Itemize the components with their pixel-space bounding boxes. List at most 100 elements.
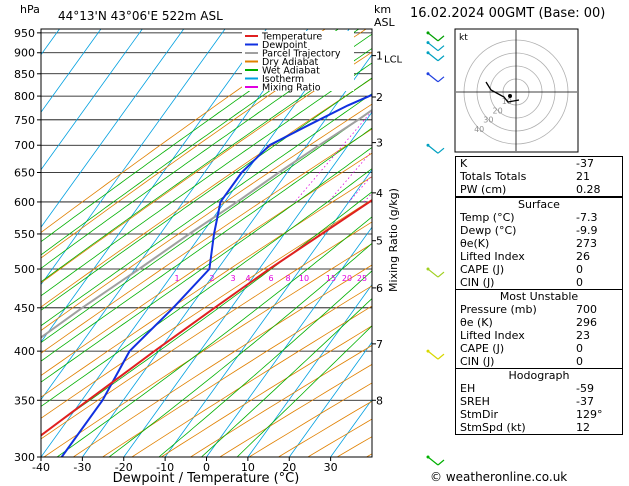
legend-entry: Parcel Trajectory [262, 49, 341, 60]
wind-barb-dot [426, 267, 430, 271]
temp-tick-label: -30 [73, 461, 91, 474]
temp-tick-label: -20 [115, 461, 133, 474]
wind-barb-flag [437, 35, 445, 42]
surface-row: CIN (J) 0 [460, 276, 583, 289]
km-tick-label: 8 [376, 394, 383, 407]
wet-adiabat [236, 325, 372, 457]
hodograph-ring-label: 30 [483, 116, 493, 125]
hodo-row: StmSpd (kt) 12 [460, 421, 590, 434]
pressure-tick-label: 900 [14, 47, 35, 60]
mu-row: θe (K) 296 [460, 316, 597, 329]
wind-barb-flag [437, 271, 445, 278]
plot-frame [40, 28, 373, 458]
legend-entry: Mixing Ratio [262, 83, 321, 94]
wind-barb-staff [427, 350, 439, 360]
wind-barb-flag [437, 147, 445, 154]
wet-adiabat [41, 93, 372, 327]
wind-barb-staff [427, 32, 439, 42]
wind-barb [426, 72, 445, 83]
hodograph-storm-motion [508, 94, 512, 98]
dry-adiabat [43, 243, 372, 457]
wet-adiabat [41, 146, 372, 383]
hodograph-trace [485, 81, 520, 103]
dry-adiabat [73, 264, 372, 457]
hodograph-kt-label: kt [459, 33, 468, 43]
most-unstable-title: Most Unstable [499, 290, 579, 303]
mixing-ratio-label: 3 [230, 274, 235, 283]
hodograph-ring-label: 10 [502, 97, 512, 106]
pressure-tick-label: 600 [14, 196, 35, 209]
isotherm [82, 54, 372, 457]
mu-row: CAPE (J) 0 [460, 342, 583, 355]
isotherm [288, 341, 372, 457]
mixing-ratio-label: 2 [209, 274, 214, 283]
mixing-ratio-axis-label: Mixing Ratio (g/kg) [387, 188, 400, 292]
wind-barb-flag [437, 55, 445, 62]
isotherm [41, 29, 226, 286]
index-row-k: K -37 [460, 157, 594, 170]
dry-adiabat [41, 77, 372, 308]
wind-barb-flag [437, 45, 445, 52]
pressure-tick-label: 500 [14, 263, 35, 276]
dry-adiabat [41, 221, 372, 440]
isotherm [41, 29, 185, 228]
pressure-tick-label: 800 [14, 90, 35, 103]
surface-row: Dewp (°C) -9.9 [460, 224, 598, 237]
dry-adiabat [41, 103, 372, 331]
pressure-tick-label: 850 [14, 68, 35, 81]
asl-label: ASL [374, 16, 396, 29]
wind-barb [426, 143, 445, 154]
lcl-label: LCL [384, 55, 403, 66]
surface-row: Lifted Index 26 [460, 250, 590, 263]
pressure-tick-label: 350 [14, 394, 35, 407]
wind-barb-flag [437, 76, 445, 83]
mixing-ratio-label: 4 [245, 274, 250, 283]
legend-entry: Temperature [261, 32, 322, 43]
hodograph-title: Hodograph [508, 369, 570, 382]
wind-barb-staff [427, 52, 439, 62]
wind-barb-dot [426, 51, 430, 55]
km-label: km [374, 3, 391, 16]
temperature-line [41, 198, 372, 437]
dry-adiabat [41, 152, 372, 376]
wet-adiabat [41, 62, 372, 297]
wet-adiabat [41, 191, 372, 436]
hodo-row: SREH -37 [460, 395, 594, 408]
km-tick-label: 2 [376, 91, 383, 104]
km-tick-label: 3 [376, 137, 383, 150]
hpa-label: hPa [20, 3, 40, 16]
pressure-tick-label: 650 [14, 166, 35, 179]
isotherm [41, 29, 350, 457]
wind-barb [426, 455, 445, 466]
wet-adiabat [41, 127, 372, 362]
wet-adiabat [41, 168, 372, 407]
wind-barb-dot [426, 31, 430, 35]
wet-adiabat [56, 216, 372, 457]
footer-credit: © weatheronline.co.uk [430, 470, 568, 484]
hodo-row: StmDir 129° [460, 408, 603, 421]
km-tick-label: 1 [376, 50, 383, 63]
km-tick-label: 6 [376, 282, 383, 295]
datetime-title: 16.02.2024 00GMT (Base: 00) [410, 6, 606, 21]
wet-adiabat [108, 242, 372, 457]
mixing-ratio-label: 20 [342, 274, 352, 283]
mixing-ratio-line [294, 110, 372, 203]
mixing-ratio-label: 10 [299, 274, 309, 283]
temp-tick-label: -40 [32, 461, 50, 474]
indices-table: K -37 Totals Totals 21 PW (cm) 0.28 Surface… [455, 156, 623, 435]
pressure-tick-label: 700 [14, 139, 35, 152]
most-unstable-section: Most Unstable Pressure (mb) 700 θe (K) 296… [456, 289, 622, 368]
wind-barb-flag [437, 353, 445, 360]
legend-box [242, 31, 354, 91]
mixing-ratio-label: 8 [285, 274, 290, 283]
dry-adiabat [161, 325, 372, 457]
parcel-trajectory-line [41, 108, 372, 339]
isotherm [206, 226, 372, 457]
km-tick-label: 5 [376, 235, 383, 248]
hodograph-ring-label: 20 [493, 106, 503, 115]
index-row-totals: Totals Totals 21 [460, 170, 590, 183]
isotherm [41, 29, 143, 171]
dry-adiabat [102, 285, 372, 457]
